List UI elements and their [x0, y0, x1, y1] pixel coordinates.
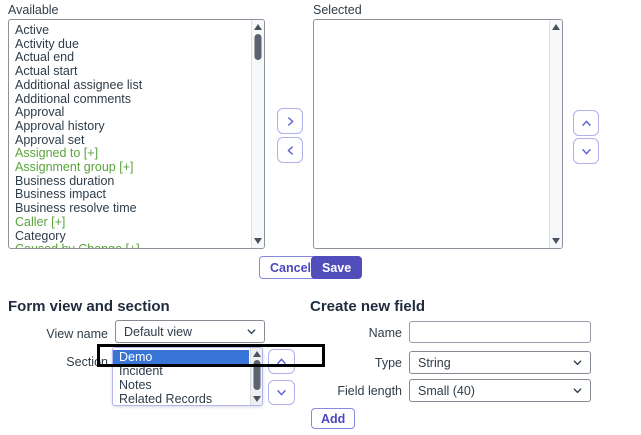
list-item[interactable]: Actual end: [15, 50, 75, 65]
section-options: Demo Incident Notes Related Records: [113, 350, 249, 405]
section-listbox[interactable]: Demo Incident Notes Related Records: [112, 347, 263, 406]
type-value: String: [418, 355, 451, 370]
section-option[interactable]: Notes: [119, 378, 152, 392]
move-left-button[interactable]: [277, 137, 303, 163]
list-item[interactable]: Additional assignee list: [15, 77, 143, 92]
list-item[interactable]: Actual start: [15, 64, 78, 79]
scroll-down-icon[interactable]: [552, 238, 560, 244]
view-name-value: Default view: [124, 324, 193, 339]
list-item[interactable]: Approval history: [15, 118, 105, 133]
cancel-button[interactable]: Cancel: [259, 256, 322, 279]
section-scrollbar[interactable]: [250, 348, 262, 405]
type-select[interactable]: String: [409, 351, 591, 374]
list-item[interactable]: Business resolve time: [15, 201, 137, 216]
available-label: Available: [8, 3, 59, 17]
chevron-left-icon: [285, 145, 296, 156]
chevron-down-icon: [572, 357, 583, 368]
list-item[interactable]: Business duration: [15, 173, 115, 188]
list-item[interactable]: Category: [15, 228, 66, 243]
scroll-down-icon[interactable]: [252, 396, 261, 402]
save-button[interactable]: Save: [311, 256, 363, 279]
scrollbar-thumb[interactable]: [254, 34, 262, 60]
available-listbox[interactable]: Active Activity due Actual end Actual start…: [8, 19, 265, 249]
chevron-down-icon: [276, 387, 287, 398]
list-item[interactable]: Approval: [15, 105, 65, 120]
list-item[interactable]: Additional comments: [15, 91, 132, 106]
section-option[interactable]: Related Records: [119, 392, 213, 405]
list-item[interactable]: Business impact: [15, 187, 107, 202]
selected-items: [314, 24, 548, 248]
chevron-down-icon: [246, 326, 257, 337]
view-name-label: View name: [46, 327, 108, 341]
scroll-up-icon[interactable]: [254, 24, 262, 30]
scrollbar-thumb[interactable]: [253, 360, 260, 390]
list-item[interactable]: Assigned to [+]: [15, 146, 99, 161]
list-item[interactable]: Caused by Change [+]: [9, 243, 250, 248]
view-name-select[interactable]: Default view: [115, 320, 265, 343]
move-up-button[interactable]: [573, 110, 599, 136]
available-items: Active Activity due Actual end Actual start…: [9, 24, 250, 248]
field-length-select[interactable]: Small (40): [409, 379, 591, 402]
scroll-down-icon[interactable]: [254, 238, 262, 244]
section-label: Section: [66, 355, 108, 369]
list-item[interactable]: Active: [15, 24, 50, 37]
form-view-section-heading: Form view and section: [8, 298, 170, 315]
name-input[interactable]: [409, 321, 591, 343]
field-length-value: Small (40): [418, 383, 475, 398]
move-right-button[interactable]: [277, 108, 303, 134]
list-item[interactable]: Activity due: [15, 36, 79, 51]
chevron-down-icon: [581, 146, 592, 157]
name-label: Name: [368, 326, 402, 340]
list-item[interactable]: Assignment group [+]: [15, 160, 134, 175]
list-item[interactable]: Caller [+]: [15, 214, 66, 229]
scroll-up-icon[interactable]: [552, 24, 560, 30]
selected-scrollbar[interactable]: [549, 20, 562, 248]
chevron-down-icon: [572, 385, 583, 396]
add-button[interactable]: Add: [311, 408, 356, 429]
selected-label: Selected: [313, 3, 362, 17]
chevron-up-icon: [581, 118, 592, 129]
field-length-label: Field length: [337, 384, 402, 398]
selected-listbox[interactable]: [313, 19, 563, 249]
section-move-down-button[interactable]: [268, 380, 295, 405]
section-option[interactable]: Incident: [119, 364, 163, 378]
section-option[interactable]: Demo: [113, 350, 249, 364]
available-scrollbar[interactable]: [251, 20, 264, 248]
scroll-up-icon[interactable]: [252, 351, 261, 357]
section-move-up-button[interactable]: [268, 349, 295, 374]
move-down-button[interactable]: [573, 138, 599, 164]
create-new-field-heading: Create new field: [310, 298, 426, 315]
list-item[interactable]: Approval set: [15, 132, 85, 147]
type-label: Type: [374, 356, 402, 370]
chevron-right-icon: [285, 116, 296, 127]
chevron-up-icon: [276, 356, 287, 367]
